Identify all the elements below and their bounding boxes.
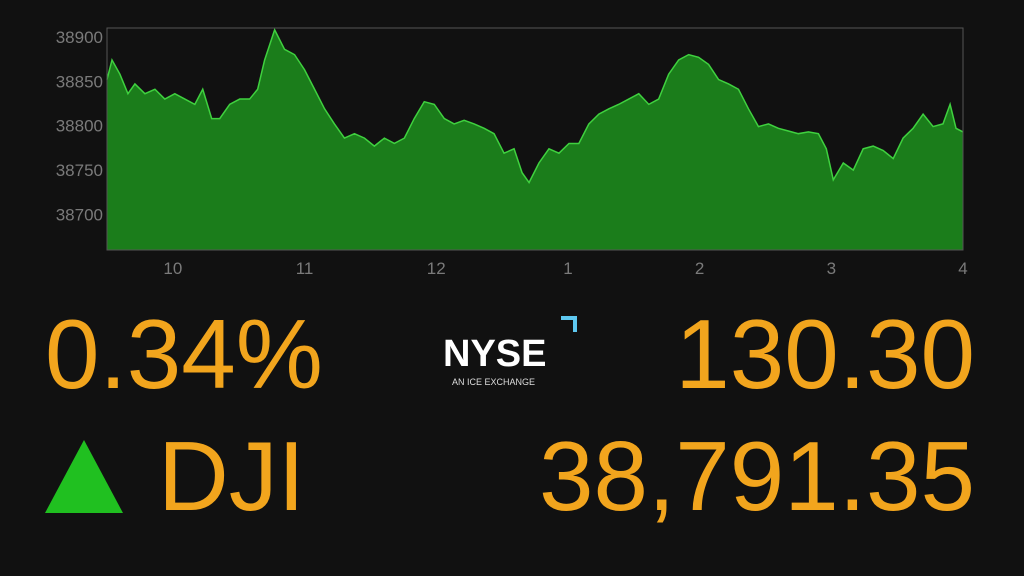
area-fill xyxy=(107,29,963,250)
y-tick-label: 38900 xyxy=(56,28,103,47)
symbol: DJI xyxy=(158,421,305,531)
x-tick-label: 11 xyxy=(296,259,314,278)
x-tick-label: 2 xyxy=(695,259,704,278)
y-tick-label: 38750 xyxy=(56,161,103,180)
x-tick-label: 12 xyxy=(427,259,446,278)
y-tick-label: 38800 xyxy=(56,117,103,136)
y-tick-label: 38700 xyxy=(56,205,103,224)
price: 38,791.35 xyxy=(539,421,975,531)
x-tick-label: 10 xyxy=(163,259,182,278)
x-tick-label: 4 xyxy=(958,259,967,278)
logo-bracket xyxy=(561,316,577,332)
logo-name: NYSE xyxy=(443,333,546,375)
area-line xyxy=(106,27,964,184)
change-percent: 0.34% xyxy=(45,299,323,409)
y-tick-label: 38850 xyxy=(56,72,103,91)
plot-frame xyxy=(106,27,964,251)
logo-tagline: AN ICE EXCHANGE xyxy=(452,377,535,387)
change: 130.30 xyxy=(675,299,975,409)
up-arrow xyxy=(45,440,123,513)
x-tick-label: 1 xyxy=(563,259,572,278)
x-tick-label: 3 xyxy=(827,259,836,278)
